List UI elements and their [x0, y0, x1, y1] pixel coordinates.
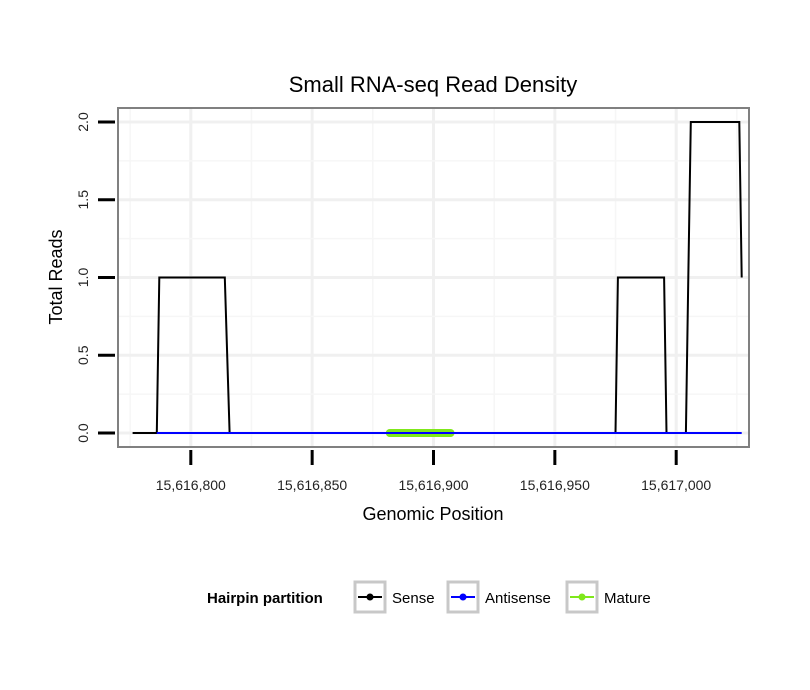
x-tick-label: 15,616,800 [156, 477, 226, 493]
x-axis: 15,616,800 15,616,850 15,616,900 15,616,950… [156, 450, 711, 493]
legend-label-antisense: Antisense [485, 590, 551, 607]
y-axis: 0.0 0.5 1.0 1.5 2.0 [75, 112, 115, 443]
chart-title: Small RNA-seq Read Density [289, 72, 578, 97]
x-tick-label: 15,616,900 [398, 477, 468, 493]
series-layer [132, 121, 743, 437]
x-axis-title: Genomic Position [362, 504, 503, 524]
y-tick-label: 1.0 [75, 268, 91, 288]
x-tick-label: 15,616,850 [277, 477, 347, 493]
legend-key-point [366, 593, 374, 601]
legend: Hairpin partition Sense Antisense Mature [207, 580, 651, 614]
legend-label-sense: Sense [392, 590, 435, 607]
x-tick-label: 15,617,000 [641, 477, 711, 493]
legend-label-mature: Mature [604, 590, 651, 607]
y-tick-label: 2.0 [75, 112, 91, 132]
y-tick-label: 0.0 [75, 423, 91, 443]
legend-key-point [578, 593, 586, 601]
x-tick-label: 15,616,950 [520, 477, 590, 493]
y-tick-label: 0.5 [75, 345, 91, 365]
series-line-sense [132, 121, 743, 434]
legend-title: Hairpin partition [207, 590, 323, 607]
y-axis-title: Total Reads [46, 229, 66, 324]
plot-panel [117, 107, 750, 448]
y-tick-label: 1.5 [75, 190, 91, 210]
legend-key-point [459, 593, 467, 601]
